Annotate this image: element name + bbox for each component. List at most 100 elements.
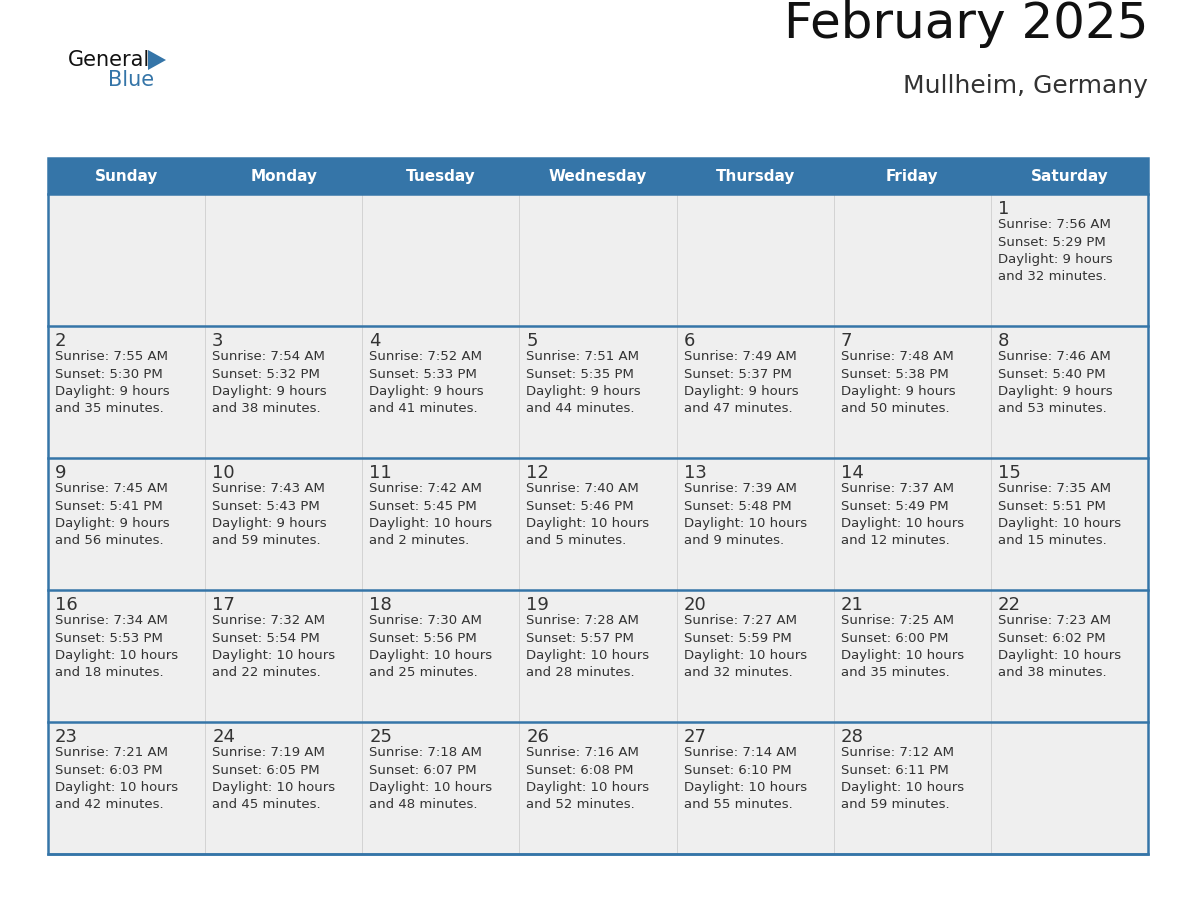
Text: Sunday: Sunday [95,169,158,184]
Text: 8: 8 [998,332,1010,350]
Bar [48,458,206,590]
Bar [206,326,362,458]
Bar [519,590,677,722]
Bar [519,326,677,458]
Text: 18: 18 [369,596,392,614]
Text: 13: 13 [683,464,707,482]
Text: 19: 19 [526,596,549,614]
Text: 11: 11 [369,464,392,482]
Text: Sunrise: 7:35 AM
Sunset: 5:51 PM
Daylight: 10 hours
and 15 minutes.: Sunrise: 7:35 AM Sunset: 5:51 PM Dayligh… [998,482,1121,547]
Text: 25: 25 [369,728,392,746]
Bar [206,722,362,854]
Text: Sunrise: 7:25 AM
Sunset: 6:00 PM
Daylight: 10 hours
and 35 minutes.: Sunrise: 7:25 AM Sunset: 6:00 PM Dayligh… [841,614,963,679]
Text: Wednesday: Wednesday [549,169,647,184]
Text: Sunrise: 7:32 AM
Sunset: 5:54 PM
Daylight: 10 hours
and 22 minutes.: Sunrise: 7:32 AM Sunset: 5:54 PM Dayligh… [213,614,335,679]
Bar [834,722,991,854]
Text: Sunrise: 7:28 AM
Sunset: 5:57 PM
Daylight: 10 hours
and 28 minutes.: Sunrise: 7:28 AM Sunset: 5:57 PM Dayligh… [526,614,650,679]
Text: 20: 20 [683,596,707,614]
Text: 28: 28 [841,728,864,746]
Text: Sunrise: 7:55 AM
Sunset: 5:30 PM
Daylight: 9 hours
and 35 minutes.: Sunrise: 7:55 AM Sunset: 5:30 PM Dayligh… [55,350,170,416]
Bar [206,194,362,326]
Bar [991,590,1148,722]
Bar [677,590,834,722]
Text: 7: 7 [841,332,852,350]
Text: Sunrise: 7:39 AM
Sunset: 5:48 PM
Daylight: 10 hours
and 9 minutes.: Sunrise: 7:39 AM Sunset: 5:48 PM Dayligh… [683,482,807,547]
Text: Sunrise: 7:23 AM
Sunset: 6:02 PM
Daylight: 10 hours
and 38 minutes.: Sunrise: 7:23 AM Sunset: 6:02 PM Dayligh… [998,614,1121,679]
Bar [362,326,519,458]
Bar [362,722,519,854]
Text: Saturday: Saturday [1030,169,1108,184]
Text: Monday: Monday [251,169,317,184]
Text: Sunrise: 7:49 AM
Sunset: 5:37 PM
Daylight: 9 hours
and 47 minutes.: Sunrise: 7:49 AM Sunset: 5:37 PM Dayligh… [683,350,798,416]
Bar [834,590,991,722]
Text: 26: 26 [526,728,549,746]
Text: Blue: Blue [108,70,154,90]
Text: 4: 4 [369,332,381,350]
Bar [48,326,206,458]
Bar [677,194,834,326]
Bar [48,722,206,854]
Bar [206,590,362,722]
Bar [834,326,991,458]
Text: Mullheim, Germany: Mullheim, Germany [903,74,1148,98]
Bar [48,158,1148,854]
Text: 15: 15 [998,464,1020,482]
Bar [519,722,677,854]
Bar [677,326,834,458]
Text: 10: 10 [213,464,235,482]
Text: 16: 16 [55,596,77,614]
Text: Sunrise: 7:56 AM
Sunset: 5:29 PM
Daylight: 9 hours
and 32 minutes.: Sunrise: 7:56 AM Sunset: 5:29 PM Dayligh… [998,218,1112,284]
Text: Sunrise: 7:16 AM
Sunset: 6:08 PM
Daylight: 10 hours
and 52 minutes.: Sunrise: 7:16 AM Sunset: 6:08 PM Dayligh… [526,746,650,812]
Text: 6: 6 [683,332,695,350]
Text: Sunrise: 7:27 AM
Sunset: 5:59 PM
Daylight: 10 hours
and 32 minutes.: Sunrise: 7:27 AM Sunset: 5:59 PM Dayligh… [683,614,807,679]
Bar [991,458,1148,590]
Bar [362,194,519,326]
Text: Sunrise: 7:48 AM
Sunset: 5:38 PM
Daylight: 9 hours
and 50 minutes.: Sunrise: 7:48 AM Sunset: 5:38 PM Dayligh… [841,350,955,416]
Bar [206,458,362,590]
Text: Sunrise: 7:52 AM
Sunset: 5:33 PM
Daylight: 9 hours
and 41 minutes.: Sunrise: 7:52 AM Sunset: 5:33 PM Dayligh… [369,350,484,416]
Text: Friday: Friday [886,169,939,184]
Text: Sunrise: 7:51 AM
Sunset: 5:35 PM
Daylight: 9 hours
and 44 minutes.: Sunrise: 7:51 AM Sunset: 5:35 PM Dayligh… [526,350,642,416]
Text: 12: 12 [526,464,549,482]
Text: 9: 9 [55,464,67,482]
Text: 1: 1 [998,200,1010,218]
Text: Sunrise: 7:21 AM
Sunset: 6:03 PM
Daylight: 10 hours
and 42 minutes.: Sunrise: 7:21 AM Sunset: 6:03 PM Dayligh… [55,746,178,812]
Text: Sunrise: 7:43 AM
Sunset: 5:43 PM
Daylight: 9 hours
and 59 minutes.: Sunrise: 7:43 AM Sunset: 5:43 PM Dayligh… [213,482,327,547]
Text: Sunrise: 7:19 AM
Sunset: 6:05 PM
Daylight: 10 hours
and 45 minutes.: Sunrise: 7:19 AM Sunset: 6:05 PM Dayligh… [213,746,335,812]
Text: Sunrise: 7:34 AM
Sunset: 5:53 PM
Daylight: 10 hours
and 18 minutes.: Sunrise: 7:34 AM Sunset: 5:53 PM Dayligh… [55,614,178,679]
Text: Sunrise: 7:14 AM
Sunset: 6:10 PM
Daylight: 10 hours
and 55 minutes.: Sunrise: 7:14 AM Sunset: 6:10 PM Dayligh… [683,746,807,812]
Text: Sunrise: 7:42 AM
Sunset: 5:45 PM
Daylight: 10 hours
and 2 minutes.: Sunrise: 7:42 AM Sunset: 5:45 PM Dayligh… [369,482,492,547]
Text: 5: 5 [526,332,538,350]
Text: 3: 3 [213,332,223,350]
Text: Sunrise: 7:46 AM
Sunset: 5:40 PM
Daylight: 9 hours
and 53 minutes.: Sunrise: 7:46 AM Sunset: 5:40 PM Dayligh… [998,350,1112,416]
Text: Sunrise: 7:12 AM
Sunset: 6:11 PM
Daylight: 10 hours
and 59 minutes.: Sunrise: 7:12 AM Sunset: 6:11 PM Dayligh… [841,746,963,812]
Text: Thursday: Thursday [715,169,795,184]
Text: 17: 17 [213,596,235,614]
Text: 27: 27 [683,728,707,746]
Bar [991,326,1148,458]
Text: 23: 23 [55,728,78,746]
Text: 22: 22 [998,596,1020,614]
Bar [362,458,519,590]
Bar [362,590,519,722]
Polygon shape [148,50,166,70]
Text: 2: 2 [55,332,67,350]
Bar [834,194,991,326]
Bar [677,722,834,854]
Bar [519,458,677,590]
Text: Tuesday: Tuesday [406,169,475,184]
Bar [48,590,206,722]
Bar [677,458,834,590]
Bar [991,194,1148,326]
Text: Sunrise: 7:30 AM
Sunset: 5:56 PM
Daylight: 10 hours
and 25 minutes.: Sunrise: 7:30 AM Sunset: 5:56 PM Dayligh… [369,614,492,679]
Bar [991,722,1148,854]
Text: 14: 14 [841,464,864,482]
Text: Sunrise: 7:37 AM
Sunset: 5:49 PM
Daylight: 10 hours
and 12 minutes.: Sunrise: 7:37 AM Sunset: 5:49 PM Dayligh… [841,482,963,547]
Text: Sunrise: 7:18 AM
Sunset: 6:07 PM
Daylight: 10 hours
and 48 minutes.: Sunrise: 7:18 AM Sunset: 6:07 PM Dayligh… [369,746,492,812]
Text: 21: 21 [841,596,864,614]
Text: Sunrise: 7:40 AM
Sunset: 5:46 PM
Daylight: 10 hours
and 5 minutes.: Sunrise: 7:40 AM Sunset: 5:46 PM Dayligh… [526,482,650,547]
Bar [48,158,1148,194]
Bar [834,458,991,590]
Text: General: General [68,50,150,70]
Text: Sunrise: 7:45 AM
Sunset: 5:41 PM
Daylight: 9 hours
and 56 minutes.: Sunrise: 7:45 AM Sunset: 5:41 PM Dayligh… [55,482,170,547]
